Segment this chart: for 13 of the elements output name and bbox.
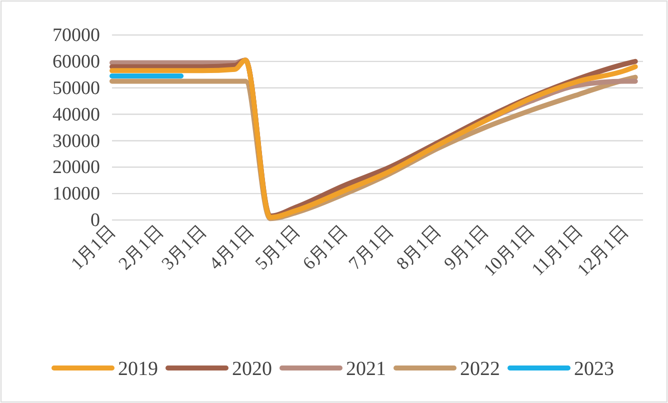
- y-tick-label: 70000: [52, 25, 100, 46]
- y-tick-label: 50000: [52, 78, 100, 99]
- legend-label: 2020: [232, 358, 272, 380]
- legend-label: 2019: [118, 358, 158, 380]
- y-tick-label: 10000: [52, 184, 100, 205]
- legend-label: 2021: [346, 358, 386, 380]
- x-tick-label: 8月1日: [392, 221, 445, 274]
- y-tick-label: 40000: [52, 104, 100, 126]
- legend-label: 2023: [574, 358, 614, 380]
- y-tick-label: 20000: [52, 157, 100, 178]
- legend-label: 2022: [460, 358, 500, 380]
- y-tick-label: 30000: [52, 130, 100, 152]
- y-tick-label: 60000: [52, 52, 100, 73]
